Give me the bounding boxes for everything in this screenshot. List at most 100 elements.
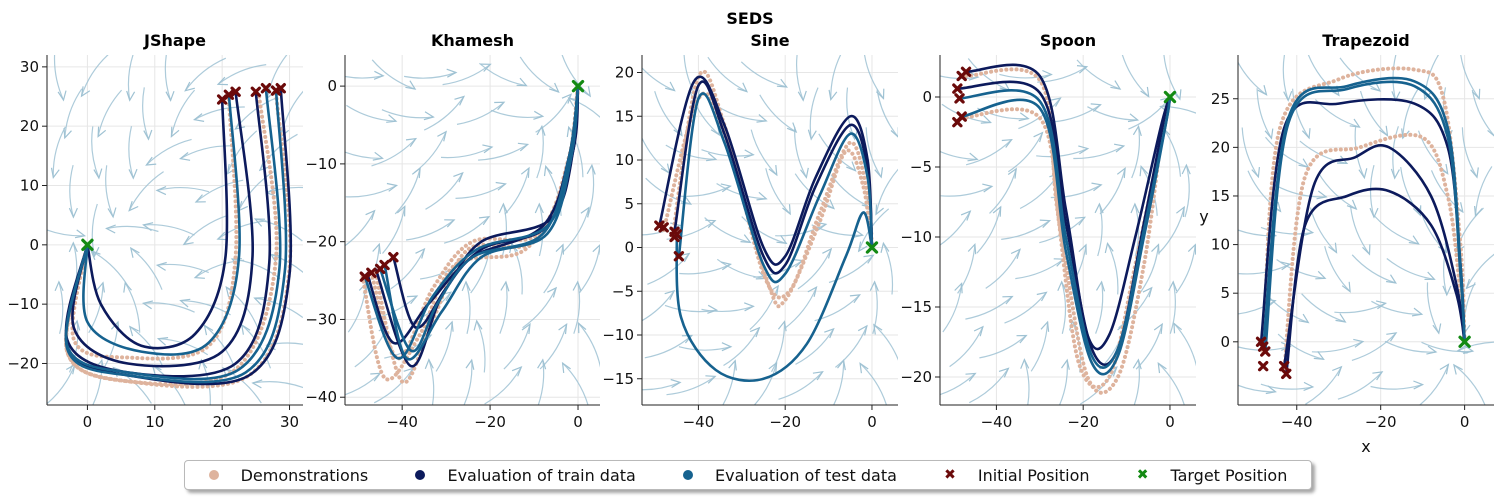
streamline-arrow — [1078, 145, 1090, 155]
streamline — [830, 55, 842, 100]
streamline — [266, 186, 303, 194]
streamline-arrow — [536, 124, 546, 136]
streamline-arrow — [1132, 358, 1142, 370]
legend-marker-test — [683, 470, 694, 480]
streamline-arrow — [1432, 323, 1442, 335]
y-tick-label: 0 — [624, 239, 634, 257]
streamline-arrow — [406, 295, 419, 305]
streamline — [1004, 292, 1047, 324]
streamline-arrow — [128, 325, 139, 337]
streamline-arrow — [516, 77, 528, 87]
streamline — [381, 109, 434, 119]
streamline-arrow — [1091, 182, 1103, 192]
streamline — [537, 359, 545, 405]
streamline-arrow — [857, 241, 868, 253]
streamline — [266, 55, 288, 99]
streamline-arrow — [520, 166, 530, 178]
train-eval-path — [673, 80, 874, 275]
streamline-arrow — [873, 323, 883, 335]
streamline-arrow — [203, 324, 214, 336]
streamline-arrow — [534, 202, 544, 214]
streamline — [1030, 321, 1049, 372]
streamline — [522, 287, 557, 329]
y-tick-label: 30 — [20, 58, 39, 76]
panel-title: Sine — [750, 31, 789, 50]
streamline — [765, 168, 791, 215]
streamline — [568, 126, 584, 178]
streamline — [833, 360, 845, 405]
streamline — [456, 101, 505, 125]
initial-position-marker — [388, 252, 399, 263]
streamline — [666, 375, 716, 396]
streamline — [347, 283, 367, 333]
streamline-arrow — [581, 86, 592, 98]
streamline — [371, 138, 417, 167]
streamline-arrow — [1039, 219, 1052, 229]
streamline — [969, 368, 1009, 404]
streamline-arrow — [869, 280, 879, 292]
demonstration-path — [70, 97, 239, 361]
streamline — [1133, 359, 1140, 405]
legend-item-train: Evaluation of train data — [415, 466, 636, 485]
streamline — [1465, 253, 1494, 289]
streamline-arrow — [824, 199, 836, 210]
streamline-arrow — [1471, 88, 1481, 100]
streamline — [128, 171, 164, 211]
streamline-arrow — [143, 129, 153, 141]
streamline-arrow — [178, 152, 191, 161]
streamline — [440, 146, 493, 159]
x-tick-label: −20 — [1067, 413, 1099, 431]
streamline — [865, 127, 882, 178]
test-eval-path — [677, 92, 874, 284]
streamline — [1238, 300, 1276, 315]
streamline — [425, 172, 464, 210]
streamline-arrow — [405, 137, 418, 148]
initial-position-marker — [250, 86, 262, 97]
streamline-arrow — [586, 163, 596, 175]
streamline — [252, 381, 303, 389]
streamline-arrow — [1142, 286, 1153, 298]
streamline-arrow — [863, 254, 875, 264]
streamline-arrow — [807, 286, 818, 297]
streamline — [545, 165, 562, 216]
streamline-arrow — [1413, 380, 1425, 390]
streamline — [654, 91, 683, 136]
y-tick-label: −10 — [602, 326, 634, 344]
x-tick-label: 0 — [83, 413, 93, 431]
streamline-arrow — [679, 252, 691, 263]
streamline — [1007, 132, 1044, 173]
streamline-arrow — [473, 319, 483, 331]
y-tick-label: 0 — [29, 236, 39, 254]
streamline-arrow — [1401, 128, 1410, 140]
streamline-arrow — [446, 68, 458, 78]
streamline — [47, 229, 85, 237]
streamline — [1311, 340, 1364, 353]
legend-item-initial: ✖ Initial Position — [944, 466, 1089, 485]
initial-position-marker — [952, 83, 963, 94]
streamline — [90, 250, 130, 288]
streamline — [1260, 226, 1313, 235]
legend-marker-demonstrations — [208, 470, 219, 480]
streamline — [1299, 140, 1348, 164]
target-position-marker — [1458, 335, 1471, 349]
streamline — [846, 87, 856, 140]
streamline-arrow — [849, 294, 861, 304]
streamline-arrow — [1303, 227, 1315, 237]
streamline — [164, 55, 172, 101]
streamline — [1461, 127, 1478, 178]
x-tick-label: −20 — [1365, 413, 1397, 431]
streamline — [701, 305, 754, 313]
streamline — [647, 253, 690, 285]
streamline-arrow — [756, 191, 768, 201]
streamline-arrow — [1127, 113, 1140, 123]
streamline-arrow — [822, 247, 833, 259]
streamline — [578, 322, 600, 368]
streamline — [217, 64, 267, 85]
streamline-arrow — [1280, 261, 1292, 271]
streamline — [225, 286, 259, 329]
streamline-arrow — [1040, 320, 1050, 332]
streamline-arrow — [1456, 344, 1468, 354]
streamline-arrow — [875, 204, 884, 216]
streamline-arrow — [967, 152, 979, 162]
